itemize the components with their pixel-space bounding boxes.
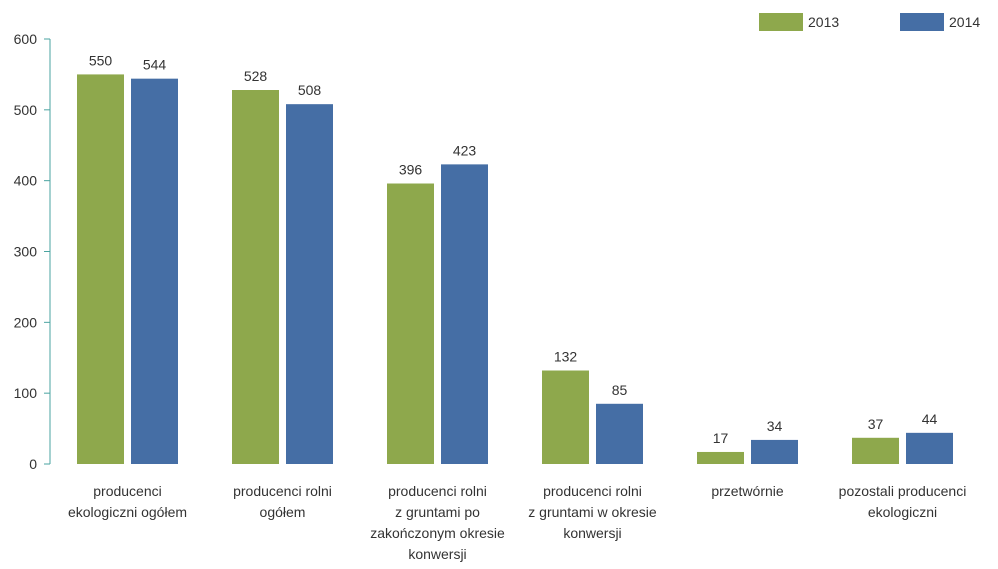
bar-2013-0 [77,74,124,465]
data-label-2014-2: 423 [453,142,477,158]
category-label-4: przetwórnie [711,483,784,499]
legend-swatch-2013 [759,13,803,31]
category-label-line: producenci rolni [543,483,642,499]
y-axis: 0 100 200 300 400 500 600 [14,31,51,472]
category-label-line: przetwórnie [711,483,784,499]
category-label-line: ogółem [260,504,306,520]
bar-2014-2 [441,164,488,464]
y-tick-label: 400 [14,173,38,189]
category-label-1: producenci rolni ogółem [233,483,332,520]
data-label-2014-3: 85 [612,382,628,398]
category-label-line: pozostali producenci [839,483,967,499]
bar-2014-5 [906,432,953,464]
category-label-line: producenci rolni [233,483,332,499]
data-label-2013-4: 17 [713,430,729,446]
category-label-0: producenci ekologiczni ogółem [68,483,187,520]
bar-2014-0 [131,78,178,465]
category-label-line: z gruntami po [395,504,480,520]
data-label-2014-0: 544 [143,57,167,73]
y-tick-label: 200 [14,314,38,330]
category-label-line: ekologiczni ogółem [68,504,187,520]
bar-2014-3 [596,403,643,464]
category-label-line: zakończonym okresie [370,525,505,541]
legend-label-2014: 2014 [949,14,980,30]
category-label-line: z gruntami w okresie [528,504,657,520]
y-tick-label: 100 [14,385,38,401]
bar-2013-3 [542,370,589,464]
legend: 2013 2014 [759,13,980,31]
y-tick-label: 600 [14,31,38,47]
bar-2014-4 [751,439,798,464]
data-label-2013-2: 396 [399,162,423,178]
data-label-2013-3: 132 [554,349,578,365]
category-label-line: ekologiczni [868,504,937,520]
bar-2013-2 [387,183,434,464]
legend-swatch-2014 [900,13,944,31]
data-label-2013-1: 528 [244,68,268,84]
category-label-line: producenci rolni [388,483,487,499]
category-label-line: konwersji [408,546,466,562]
data-label-2013-5: 37 [868,416,884,432]
data-label-2014-1: 508 [298,82,322,98]
category-label-5: pozostali producenci ekologiczni [839,483,967,520]
data-labels: 550 544 528 508 396 423 132 85 17 34 37 44 [89,52,938,446]
y-tick-label: 0 [29,456,37,472]
legend-label-2013: 2013 [808,14,839,30]
category-label-line: konwersji [563,525,621,541]
data-label-2014-5: 44 [922,411,938,427]
category-label-3: producenci rolni z gruntami w okresie konw… [528,483,657,541]
data-label-2013-0: 550 [89,52,113,68]
category-label-2: producenci rolni z gruntami po zakończonym… [370,483,505,562]
y-tick-label: 300 [14,244,38,260]
bar-2013-1 [232,90,279,464]
y-tick-label: 500 [14,102,38,118]
category-label-line: producenci [93,483,162,499]
data-label-2014-4: 34 [767,418,783,434]
bar-2014-1 [286,104,333,465]
bars [77,74,953,465]
bar-2013-4 [697,451,744,464]
bar-2013-5 [852,437,899,464]
